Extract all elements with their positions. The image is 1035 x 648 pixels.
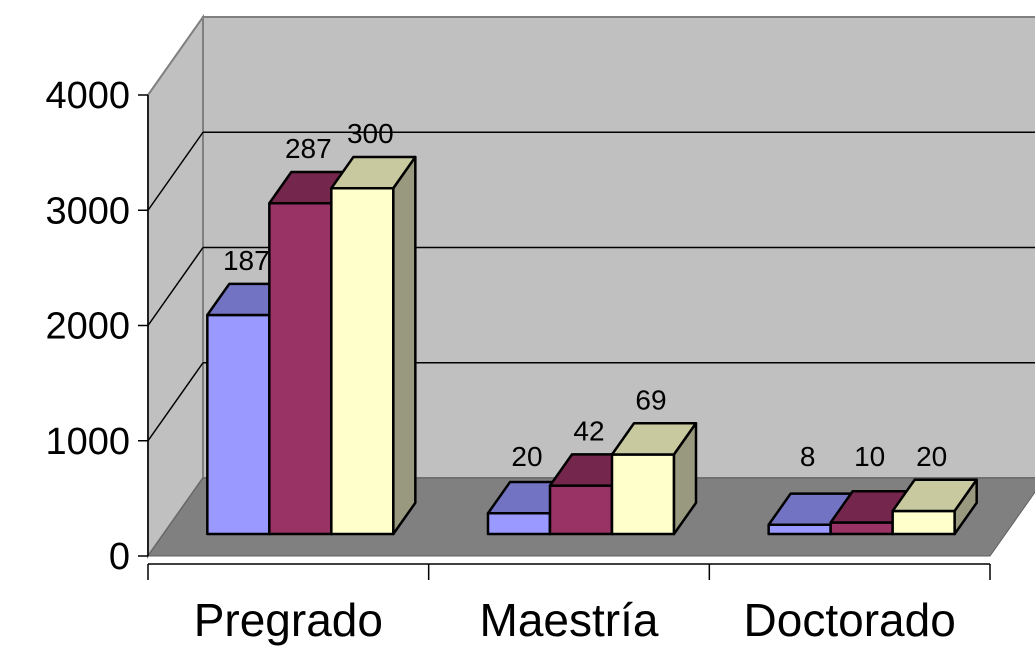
data-label: 20 bbox=[916, 441, 947, 472]
data-label: 287 bbox=[285, 133, 332, 164]
data-label: 69 bbox=[635, 384, 666, 415]
x-tick-label: Doctorado bbox=[744, 594, 956, 646]
gridline-side bbox=[147, 131, 204, 211]
y-tick-label: 4000 bbox=[45, 75, 130, 117]
bar-front bbox=[330, 187, 395, 536]
bar-front bbox=[891, 509, 956, 536]
bar-front bbox=[767, 523, 832, 536]
data-label: 8 bbox=[800, 441, 816, 472]
bar-side bbox=[672, 422, 698, 536]
bar-front bbox=[548, 484, 614, 536]
y-tick-label: 0 bbox=[109, 536, 130, 578]
bar-front bbox=[486, 512, 552, 536]
data-label: 20 bbox=[511, 441, 542, 472]
x-tick-label: Pregrado bbox=[194, 594, 383, 646]
bar-front bbox=[206, 313, 271, 536]
x-tick-label: Maestría bbox=[480, 594, 659, 646]
data-label: 187 bbox=[223, 245, 270, 276]
gridline-side bbox=[147, 247, 204, 326]
bar-front bbox=[268, 201, 333, 536]
data-label: 300 bbox=[347, 118, 394, 149]
data-label: 42 bbox=[573, 415, 604, 446]
bar-side bbox=[953, 478, 978, 536]
gridline-side bbox=[147, 362, 204, 442]
bar-side bbox=[392, 155, 417, 536]
y-tick-label: 2000 bbox=[45, 306, 130, 348]
y-tick-label: 1000 bbox=[45, 421, 130, 463]
data-label: 10 bbox=[854, 441, 885, 472]
bar-front bbox=[610, 453, 676, 536]
bar-front bbox=[829, 521, 894, 536]
y-tick-label: 3000 bbox=[45, 190, 130, 232]
